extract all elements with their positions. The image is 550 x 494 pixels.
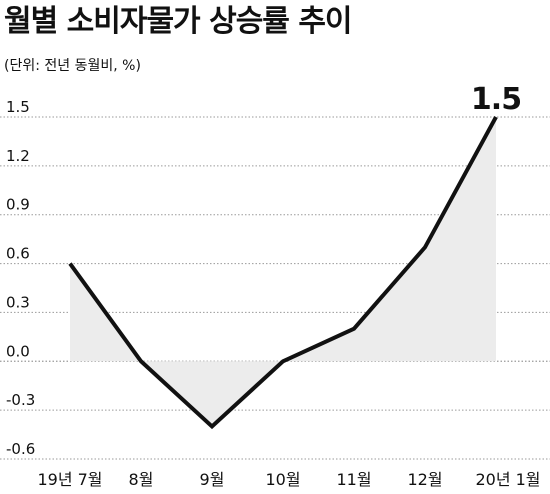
x-tick-label: 10월: [265, 470, 300, 489]
area-fill: [70, 117, 496, 426]
x-tick-label: 8월: [129, 470, 154, 489]
x-tick-label: 11월: [336, 470, 371, 489]
x-tick-label: 9월: [200, 470, 225, 489]
y-tick-label: 0.3: [6, 293, 30, 311]
y-tick-label: 1.2: [6, 147, 30, 165]
y-axis-ticks: 1.5 1.2 0.9 0.6 0.3 0.0 -0.3 -0.6: [6, 98, 35, 458]
y-tick-label: 0.6: [6, 245, 30, 263]
x-axis-ticks: 19년 7월 8월 9월 10월 11월 12월 20년 1월: [37, 470, 540, 489]
y-tick-label: -0.6: [6, 440, 35, 458]
y-tick-label: 1.5: [6, 98, 30, 116]
annotations: 1.5: [471, 82, 521, 117]
x-tick-label: 19년 7월: [37, 470, 102, 489]
x-tick-label: 12월: [407, 470, 442, 489]
y-tick-label: -0.3: [6, 391, 35, 409]
y-tick-label: 0.0: [6, 342, 30, 360]
y-tick-label: 0.9: [6, 196, 30, 214]
area-shape: [70, 117, 496, 426]
x-tick-label: 20년 1월: [475, 470, 540, 489]
peak-value-label: 1.5: [471, 82, 521, 117]
